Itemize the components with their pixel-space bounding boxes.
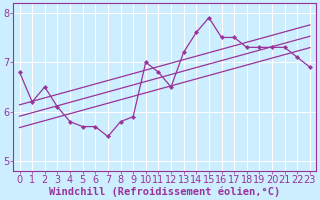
X-axis label: Windchill (Refroidissement éolien,°C): Windchill (Refroidissement éolien,°C) [49, 187, 280, 197]
